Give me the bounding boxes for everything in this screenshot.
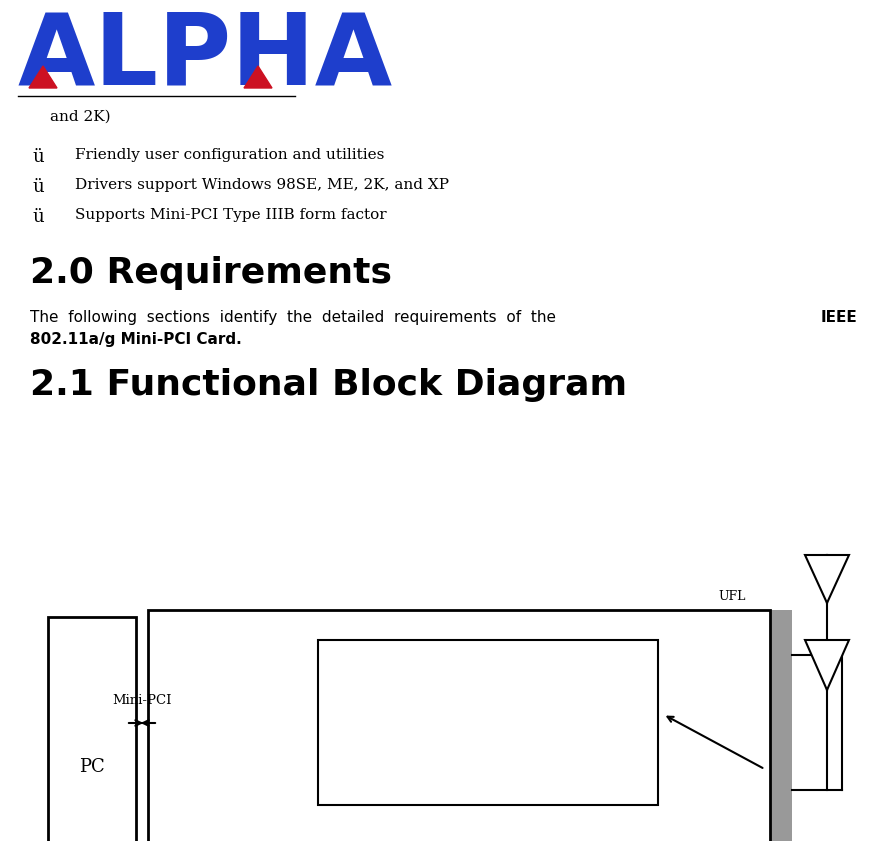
Text: 2.0 Requirements: 2.0 Requirements <box>30 256 392 290</box>
Text: 802.11a/g: 802.11a/g <box>445 702 530 719</box>
Text: AR5413: AR5413 <box>454 728 522 745</box>
Text: The  following  sections  identify  the  detailed  requirements  of  the: The following sections identify the deta… <box>30 310 556 325</box>
Polygon shape <box>244 66 272 88</box>
Bar <box>48 617 136 841</box>
Text: 2.1 Functional Block Diagram: 2.1 Functional Block Diagram <box>30 368 627 402</box>
Text: Friendly user configuration and utilities: Friendly user configuration and utilitie… <box>75 148 384 162</box>
Text: PC: PC <box>79 758 105 775</box>
Text: and 2K): and 2K) <box>50 110 110 124</box>
Text: Drivers support Windows 98SE, ME, 2K, and XP: Drivers support Windows 98SE, ME, 2K, an… <box>75 178 449 192</box>
Polygon shape <box>805 555 849 603</box>
Bar <box>770 610 792 841</box>
Text: ü: ü <box>32 148 44 166</box>
Bar <box>318 640 658 805</box>
Text: IEEE: IEEE <box>821 310 857 325</box>
Polygon shape <box>29 66 57 88</box>
Text: Supports Mini-PCI Type IIIB form factor: Supports Mini-PCI Type IIIB form factor <box>75 208 387 222</box>
Bar <box>148 610 770 841</box>
Text: 802.11a/g Mini-PCI Card.: 802.11a/g Mini-PCI Card. <box>30 332 242 347</box>
Text: UFL: UFL <box>718 590 745 603</box>
Polygon shape <box>805 640 849 690</box>
Text: ALPHA: ALPHA <box>18 8 393 105</box>
Text: ü: ü <box>32 208 44 226</box>
Text: ü: ü <box>32 178 44 196</box>
Text: Mini-PCI: Mini-PCI <box>112 694 172 707</box>
